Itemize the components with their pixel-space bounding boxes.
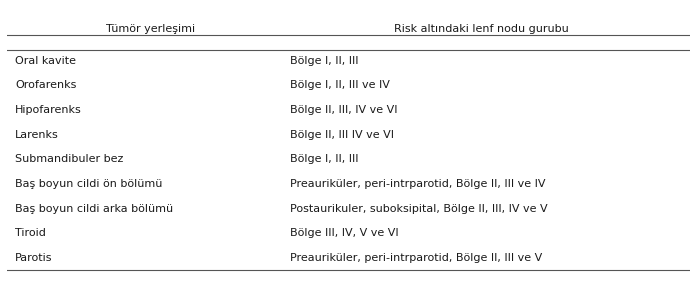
Text: Preauriküler, peri-intrparotid, Bölge II, III ve IV: Preauriküler, peri-intrparotid, Bölge II… xyxy=(291,179,546,189)
Text: Submandibuler bez: Submandibuler bez xyxy=(15,154,123,165)
Text: Baş boyun cildi ön bölümü: Baş boyun cildi ön bölümü xyxy=(15,179,162,189)
Text: Postaurikuler, suboksipital, Bölge II, III, IV ve V: Postaurikuler, suboksipital, Bölge II, I… xyxy=(291,204,548,214)
Text: Baş boyun cildi arka bölümü: Baş boyun cildi arka bölümü xyxy=(15,204,174,214)
Text: Oral kavite: Oral kavite xyxy=(15,56,76,66)
Text: Bölge III, IV, V ve VI: Bölge III, IV, V ve VI xyxy=(291,228,399,239)
Text: Parotis: Parotis xyxy=(15,253,53,263)
Text: Preauriküler, peri-intrparotid, Bölge II, III ve V: Preauriküler, peri-intrparotid, Bölge II… xyxy=(291,253,543,263)
Text: Bölge I, II, III ve IV: Bölge I, II, III ve IV xyxy=(291,80,390,90)
Text: Hipofarenks: Hipofarenks xyxy=(15,105,82,115)
Text: Bölge I, II, III: Bölge I, II, III xyxy=(291,56,359,66)
Text: Tiroid: Tiroid xyxy=(15,228,46,239)
Text: Tümör yerleşimi: Tümör yerleşimi xyxy=(106,24,195,34)
Text: Bölge I, II, III: Bölge I, II, III xyxy=(291,154,359,165)
Text: Orofarenks: Orofarenks xyxy=(15,80,77,90)
Text: Bölge II, III IV ve VI: Bölge II, III IV ve VI xyxy=(291,130,395,140)
Text: Larenks: Larenks xyxy=(15,130,59,140)
Text: Bölge II, III, IV ve VI: Bölge II, III, IV ve VI xyxy=(291,105,398,115)
Text: Risk altındaki lenf nodu gurubu: Risk altındaki lenf nodu gurubu xyxy=(395,24,569,34)
